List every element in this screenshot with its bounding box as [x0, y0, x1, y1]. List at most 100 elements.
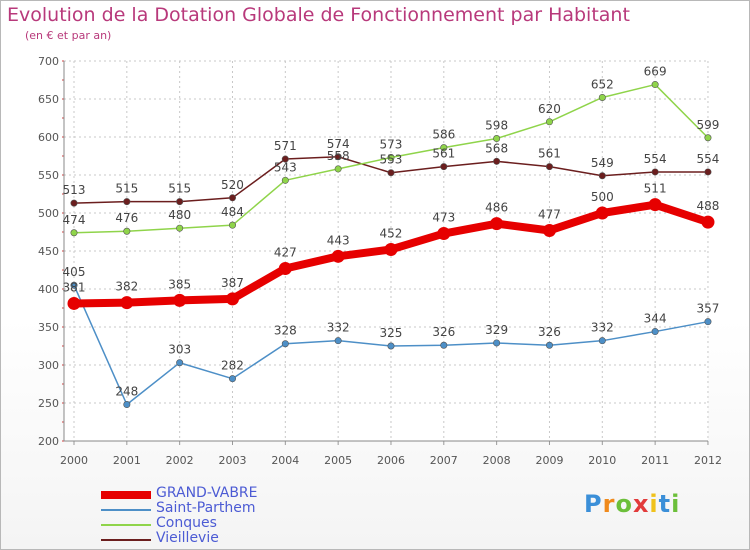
data-point — [123, 227, 131, 235]
x-tick-label: 2003 — [218, 454, 246, 467]
data-point — [228, 194, 236, 202]
legend-label-grand-vabre: GRAND-VABRE — [156, 485, 258, 501]
data-label: 500 — [591, 190, 614, 204]
data-point — [334, 337, 342, 345]
logo-letter: t — [658, 490, 672, 518]
x-tick-label: 2010 — [588, 454, 616, 467]
data-label: 385 — [168, 277, 191, 291]
data-point — [67, 296, 81, 310]
y-tick-label: 350 — [38, 321, 59, 334]
chart-legend: GRAND-VABRE Saint-Parthem Conques Vieill… — [101, 485, 401, 547]
data-point — [598, 337, 606, 345]
data-point — [384, 242, 398, 256]
data-point — [120, 296, 134, 310]
data-point — [278, 261, 292, 275]
data-point — [704, 134, 712, 142]
data-label: 328 — [274, 324, 297, 338]
data-label: 357 — [697, 302, 720, 316]
x-tick-label: 2002 — [166, 454, 194, 467]
data-label: 561 — [432, 147, 455, 161]
data-label: 620 — [538, 102, 561, 116]
data-label: 488 — [697, 199, 720, 213]
y-tick-label: 300 — [38, 359, 59, 372]
data-label: 480 — [168, 208, 191, 222]
logo-letter: o — [615, 490, 633, 518]
data-label: 303 — [168, 343, 191, 357]
data-point — [598, 93, 606, 101]
x-tick-label: 2007 — [430, 454, 458, 467]
data-point — [387, 154, 395, 162]
data-label: 325 — [380, 326, 403, 340]
data-point — [281, 340, 289, 348]
data-point — [228, 221, 236, 229]
data-label: 543 — [274, 160, 297, 174]
x-tick-label: 2006 — [377, 454, 405, 467]
logo-letter: i — [649, 490, 659, 518]
data-label: 598 — [485, 119, 508, 133]
data-label: 511 — [644, 182, 667, 196]
data-point — [176, 198, 184, 206]
data-point — [440, 341, 448, 349]
data-label: 549 — [591, 156, 614, 170]
data-label: 520 — [221, 178, 244, 192]
data-point — [493, 157, 501, 165]
data-point — [70, 229, 78, 237]
chart-subtitle: (en € et par an) — [25, 29, 112, 42]
proxiti-logo: Proxiti — [584, 490, 680, 518]
x-tick-label: 2001 — [113, 454, 141, 467]
data-label: 329 — [485, 323, 508, 337]
data-point — [651, 168, 659, 176]
data-point — [70, 281, 78, 289]
data-point — [70, 199, 78, 207]
data-label: 326 — [432, 325, 455, 339]
legend-swatch-conques — [101, 523, 151, 526]
data-label: 452 — [380, 226, 403, 240]
y-tick-label: 600 — [38, 131, 59, 144]
data-point — [334, 165, 342, 173]
y-tick-label: 650 — [38, 93, 59, 106]
logo-letter: i — [671, 490, 681, 518]
data-point — [545, 163, 553, 171]
data-label: 477 — [538, 207, 561, 221]
data-point — [331, 249, 345, 263]
legend-swatch-saint-parthem — [101, 508, 151, 511]
legend-item-vieillevie: Vieillevie — [101, 530, 401, 547]
data-point — [281, 155, 289, 163]
logo-letter: P — [584, 490, 603, 518]
data-label: 476 — [115, 211, 138, 225]
data-label: 486 — [485, 201, 508, 215]
data-point — [545, 341, 553, 349]
data-point — [334, 153, 342, 161]
data-label: 248 — [115, 385, 138, 399]
data-label: 568 — [485, 141, 508, 155]
legend-item-saint-parthem: Saint-Parthem — [101, 500, 401, 517]
data-point — [493, 339, 501, 347]
data-point — [704, 318, 712, 326]
data-point — [228, 375, 236, 383]
legend-label-conques: Conques — [156, 515, 217, 531]
x-tick-label: 2012 — [694, 454, 722, 467]
data-label: 574 — [327, 137, 350, 151]
legend-item-grand-vabre: GRAND-VABRE — [101, 485, 401, 502]
data-label: 513 — [63, 183, 86, 197]
data-label: 553 — [380, 153, 403, 167]
data-point — [542, 223, 556, 237]
data-label: 332 — [591, 321, 614, 335]
data-point — [123, 401, 131, 409]
legend-swatch-grand-vabre — [101, 490, 151, 499]
logo-letter: r — [602, 490, 616, 518]
data-label: 382 — [115, 280, 138, 294]
x-tick-label: 2011 — [641, 454, 669, 467]
data-label: 326 — [538, 325, 561, 339]
legend-label-saint-parthem: Saint-Parthem — [156, 500, 256, 516]
data-point — [387, 169, 395, 177]
data-point — [595, 206, 609, 220]
data-label: 443 — [327, 233, 350, 247]
y-tick-label: 450 — [38, 245, 59, 258]
data-point — [440, 144, 448, 152]
data-label: 586 — [432, 128, 455, 142]
data-point — [173, 293, 187, 307]
data-point — [651, 328, 659, 336]
data-label: 387 — [221, 276, 244, 290]
